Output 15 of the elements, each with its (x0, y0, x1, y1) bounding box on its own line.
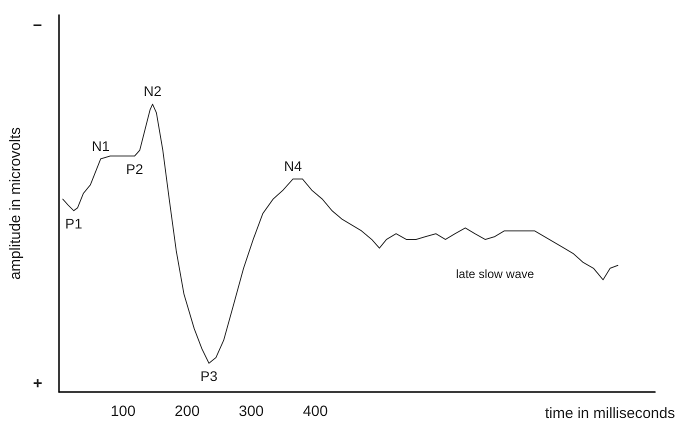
x-tick-label: 300 (238, 403, 264, 420)
annotation: late slow wave (456, 267, 534, 281)
x-axis-title: time in milliseconds (544, 405, 675, 421)
text: – (33, 16, 42, 34)
x-tick-label: 100 (110, 403, 136, 420)
y-axis-title: amplitude in microvolts (7, 127, 24, 280)
annotation: P3 (200, 368, 218, 384)
text: + (33, 376, 42, 392)
annotation: N4 (284, 158, 302, 174)
x-tick-label: 400 (302, 403, 328, 420)
annotation: P1 (65, 216, 83, 232)
annotation: N2 (144, 83, 162, 100)
annotation: P2 (126, 161, 144, 178)
annotation: N1 (92, 138, 110, 154)
x-tick-label: 200 (174, 403, 200, 420)
